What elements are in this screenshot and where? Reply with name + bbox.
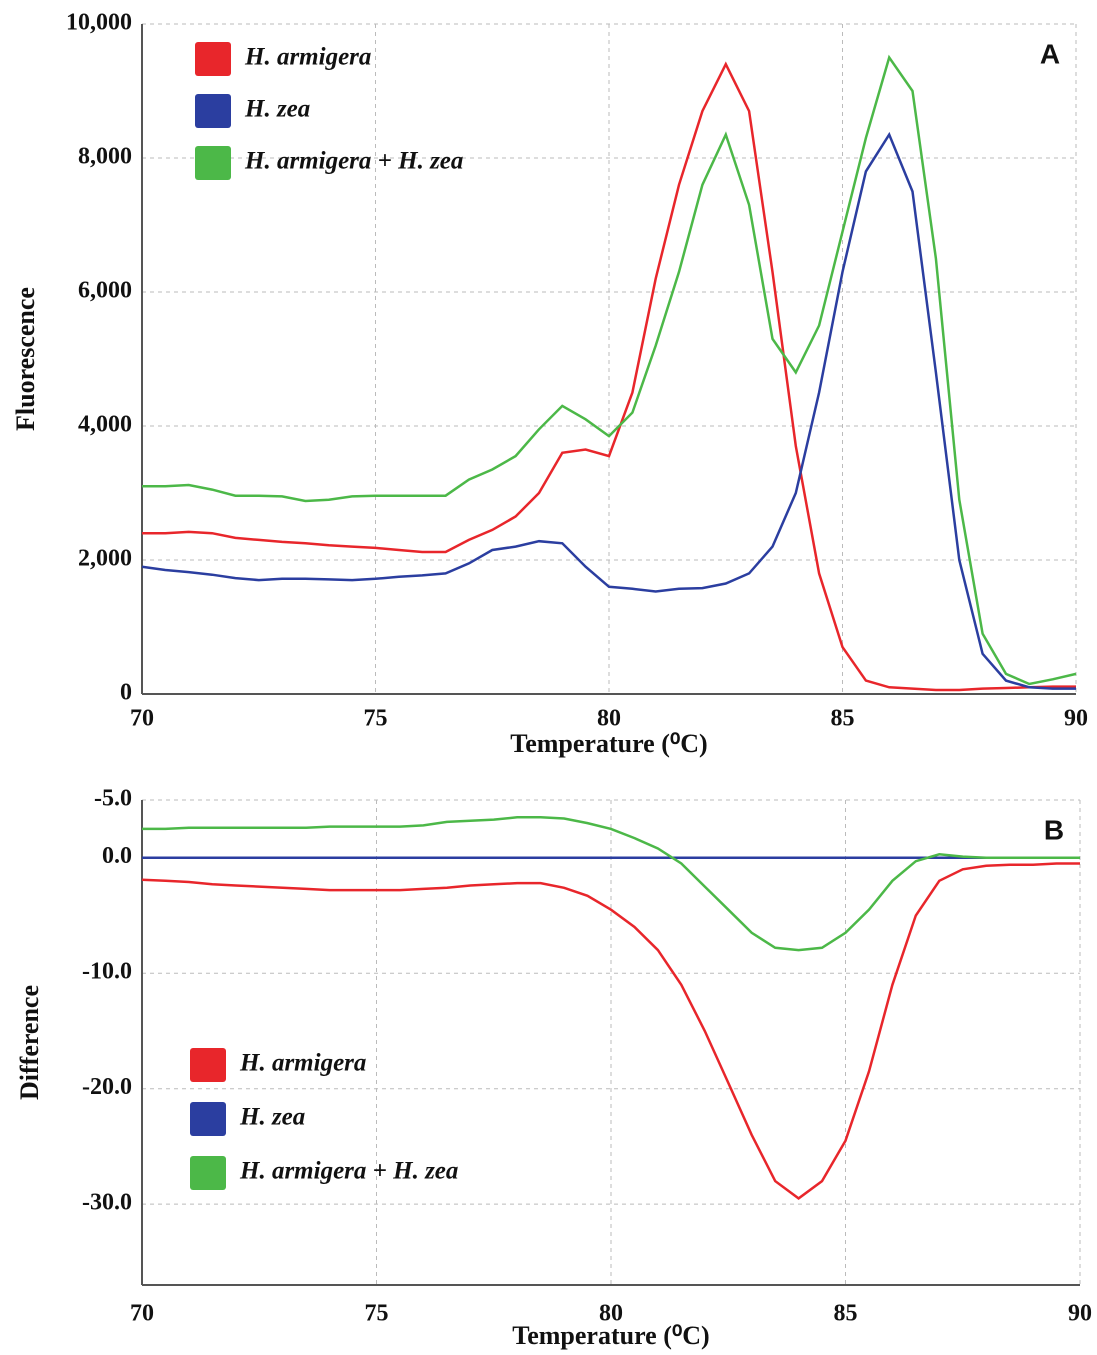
series-line (142, 61, 1076, 692)
panel-label: B (1044, 814, 1064, 845)
x-axis-label: Temperature (⁰C) (510, 729, 707, 758)
x-tick-label: 90 (1068, 1301, 1092, 1327)
y-tick-label: 2,000 (78, 546, 132, 572)
legend-swatch (190, 1048, 226, 1082)
x-tick-label: 70 (130, 1301, 154, 1327)
x-tick-label: 80 (597, 706, 621, 732)
x-tick-label: 85 (831, 706, 855, 732)
legend-label: H. zea (244, 96, 310, 123)
series-line (141, 131, 1076, 690)
x-tick-label: 70 (130, 706, 154, 732)
legend-label: H. armigera + H. zea (244, 148, 463, 175)
x-tick-label: 75 (365, 1301, 389, 1327)
legend-swatch (195, 42, 231, 76)
y-tick-label: 4,000 (78, 412, 132, 438)
x-tick-label: 90 (1064, 706, 1088, 732)
y-tick-label: 10,000 (66, 10, 132, 36)
y-tick-label: 6,000 (78, 278, 132, 304)
y-tick-label: -30.0 (82, 1190, 132, 1216)
y-tick-label: -5.0 (94, 786, 132, 812)
legend-label: H. armigera (239, 1050, 366, 1077)
x-tick-label: 85 (834, 1301, 858, 1327)
series-line (142, 54, 1077, 686)
y-tick-label: 8,000 (78, 144, 132, 170)
y-tick-label: -20.0 (82, 1074, 132, 1100)
x-axis-label: Temperature (⁰C) (512, 1321, 709, 1350)
y-axis-label: Fluorescence (11, 287, 40, 431)
legend-label: H. armigera + H. zea (239, 1158, 458, 1185)
panel-label: A (1040, 38, 1060, 69)
series-line (142, 816, 1080, 952)
x-tick-label: 75 (364, 706, 388, 732)
y-tick-label: -10.0 (82, 959, 132, 985)
legend-swatch (190, 1102, 226, 1136)
legend-label: H. zea (239, 1104, 305, 1131)
series-line (141, 862, 1080, 1200)
y-tick-label: 0 (120, 680, 132, 706)
legend-label: H. armigera (244, 44, 371, 71)
legend-swatch (195, 94, 231, 128)
y-axis-label: Difference (15, 985, 44, 1100)
legend-swatch (195, 146, 231, 180)
y-tick-label: 0.0 (102, 843, 132, 869)
x-tick-label: 80 (599, 1301, 623, 1327)
legend-swatch (190, 1156, 226, 1190)
